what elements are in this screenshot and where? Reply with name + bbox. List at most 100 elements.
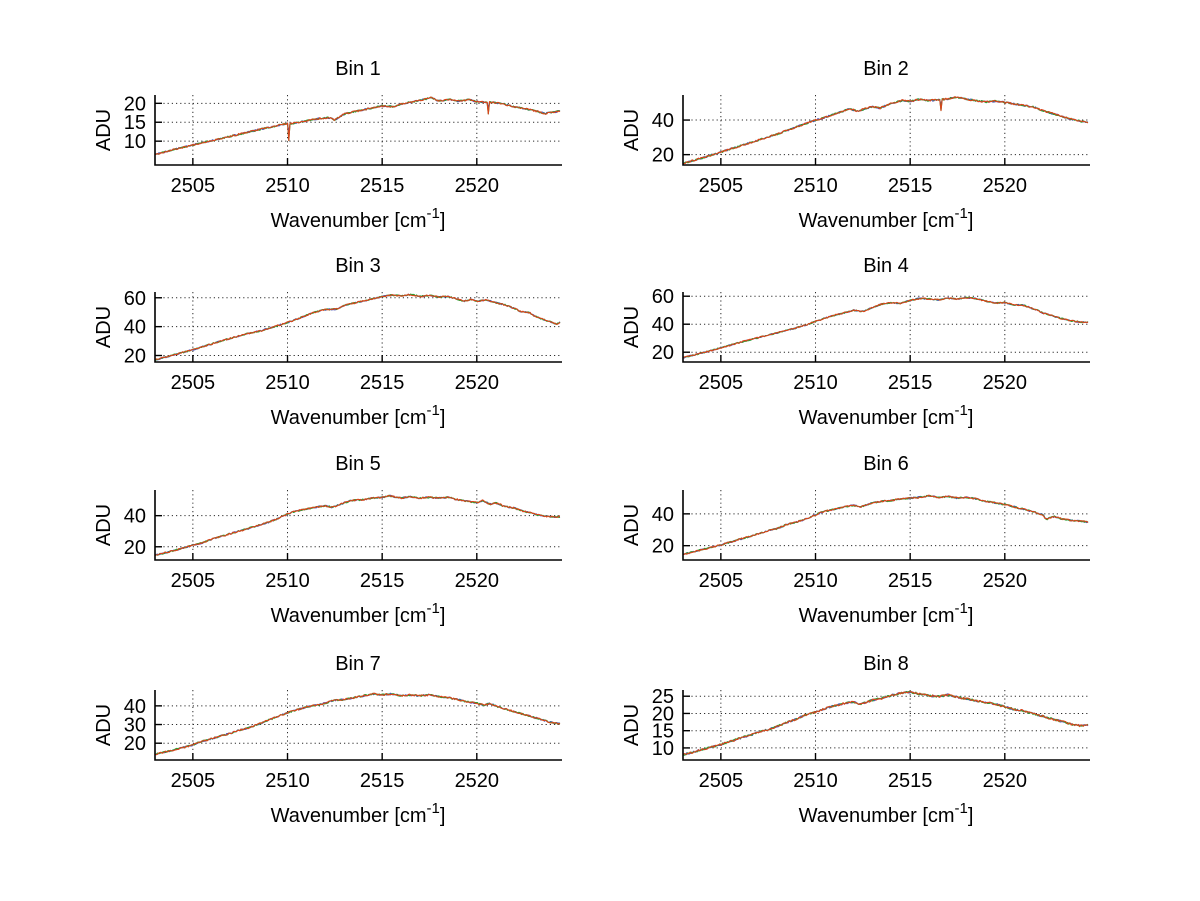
spectrum-trace-red: [155, 293, 561, 361]
x-tick-label: 2520: [455, 372, 500, 394]
spectrum-trace-blue: [155, 692, 561, 756]
y-tick-label: 60: [124, 288, 146, 310]
y-tick-label: 40: [124, 317, 146, 339]
x-tick-label: 2520: [983, 372, 1028, 394]
x-tick-label: 2505: [699, 570, 744, 592]
y-axis-label: ADU: [93, 306, 115, 348]
spectrum-trace-red: [155, 494, 561, 557]
x-tick-label: 2515: [888, 372, 933, 394]
y-tick-label: 15: [652, 721, 674, 743]
y-axis-label: ADU: [93, 109, 115, 151]
x-tick-label: 2515: [360, 570, 405, 592]
x-tick-label: 2510: [265, 372, 310, 394]
axes-lines: [154, 490, 562, 561]
x-tick-label: 2510: [793, 570, 838, 592]
x-tick-label: 2505: [171, 175, 216, 197]
y-tick-label: 10: [652, 738, 674, 760]
y-axis-label: ADU: [621, 306, 643, 348]
x-axis-label: Wavenumber [cm-1]: [799, 800, 974, 827]
axes-lines: [682, 292, 1090, 363]
y-tick-label: 15: [124, 112, 146, 134]
y-tick-label: 20: [652, 145, 674, 167]
x-tick-label: 2505: [699, 770, 744, 792]
x-tick-label: 2515: [360, 770, 405, 792]
spectrum-trace-blue: [683, 96, 1089, 165]
x-tick-label: 2515: [888, 770, 933, 792]
x-tick-label: 2520: [455, 770, 500, 792]
y-tick-label: 40: [652, 110, 674, 132]
spectrum-trace-red: [683, 494, 1089, 556]
spectrum-trace-red: [155, 692, 561, 756]
plot-title: Bin 5: [335, 453, 381, 475]
spectrum-trace-green: [155, 96, 561, 156]
subplot-bin-6: 2505 2510 2515 2520 20 40 Bin 6 ADU Wavenumbe…: [621, 453, 1090, 627]
x-tick-label: 2515: [360, 175, 405, 197]
plot-title: Bin 2: [863, 58, 909, 80]
spectrum-trace-blue: [155, 96, 561, 156]
y-tick-label: 10: [124, 131, 146, 153]
x-tick-label: 2510: [793, 770, 838, 792]
x-tick-label: 2520: [983, 770, 1028, 792]
x-axis-label: Wavenumber [cm-1]: [799, 402, 974, 429]
y-axis-label: ADU: [93, 704, 115, 746]
subplot-bin-4: 2505 2510 2515 2520 20 40 60 Bin 4 ADU Wavenum…: [621, 255, 1090, 429]
x-axis-label: Wavenumber [cm-1]: [271, 205, 446, 232]
x-tick-label: 2505: [699, 175, 744, 197]
y-tick-label: 20: [124, 537, 146, 559]
x-tick-label: 2520: [983, 570, 1028, 592]
subplot-bin-3: 2505 2510 2515 2520 20 40 60 Bin 3 ADU Wavenum…: [93, 255, 562, 429]
y-axis-label: ADU: [621, 109, 643, 151]
y-axis-label: ADU: [621, 704, 643, 746]
spectrum-trace-green: [155, 692, 561, 755]
x-tick-label: 2520: [983, 175, 1028, 197]
spectrum-trace-blue: [683, 691, 1089, 756]
x-tick-label: 2505: [171, 770, 216, 792]
y-tick-label: 40: [124, 506, 146, 528]
plot-title: Bin 1: [335, 58, 381, 80]
x-tick-label: 2515: [888, 570, 933, 592]
x-tick-label: 2505: [699, 372, 744, 394]
y-tick-label: 40: [652, 314, 674, 336]
spectrum-trace-red: [155, 96, 561, 156]
y-tick-label: 20: [652, 536, 674, 558]
x-tick-label: 2515: [360, 372, 405, 394]
y-tick-label: 20: [124, 93, 146, 115]
subplot-bin-2: 2505 2510 2515 2520 20 40 Bin 2 ADU Wavenumbe…: [621, 58, 1090, 232]
x-axis-label: Wavenumber [cm-1]: [271, 800, 446, 827]
y-tick-label: 60: [652, 286, 674, 308]
axes-lines: [154, 690, 562, 761]
plot-title: Bin 4: [863, 255, 909, 277]
spectrum-trace-red: [683, 690, 1089, 756]
x-tick-label: 2505: [171, 372, 216, 394]
y-tick-label: 20: [124, 346, 146, 368]
spectrum-trace-red: [683, 297, 1089, 359]
x-tick-label: 2505: [171, 570, 216, 592]
y-tick-label: 40: [124, 696, 146, 718]
axes-lines: [682, 95, 1090, 166]
y-tick-label: 20: [124, 733, 146, 755]
x-tick-label: 2515: [888, 175, 933, 197]
x-tick-label: 2510: [265, 770, 310, 792]
subplot-bin-5: 2505 2510 2515 2520 20 40 Bin 5 ADU Wavenumbe…: [93, 453, 562, 627]
y-tick-label: 20: [652, 342, 674, 364]
x-tick-label: 2520: [455, 175, 500, 197]
x-tick-label: 2510: [265, 175, 310, 197]
x-tick-label: 2510: [793, 175, 838, 197]
x-tick-label: 2520: [455, 570, 500, 592]
y-axis-label: ADU: [93, 504, 115, 546]
y-tick-label: 30: [124, 715, 146, 737]
spectrum-trace-red: [683, 96, 1089, 165]
x-axis-label: Wavenumber [cm-1]: [271, 600, 446, 627]
y-tick-label: 20: [652, 703, 674, 725]
x-axis-label: Wavenumber [cm-1]: [799, 600, 974, 627]
axes-lines: [154, 292, 562, 363]
axes-lines: [154, 95, 562, 166]
plot-title: Bin 8: [863, 653, 909, 675]
axes-lines: [682, 690, 1090, 761]
y-axis-label: ADU: [621, 504, 643, 546]
y-tick-label: 25: [652, 686, 674, 708]
